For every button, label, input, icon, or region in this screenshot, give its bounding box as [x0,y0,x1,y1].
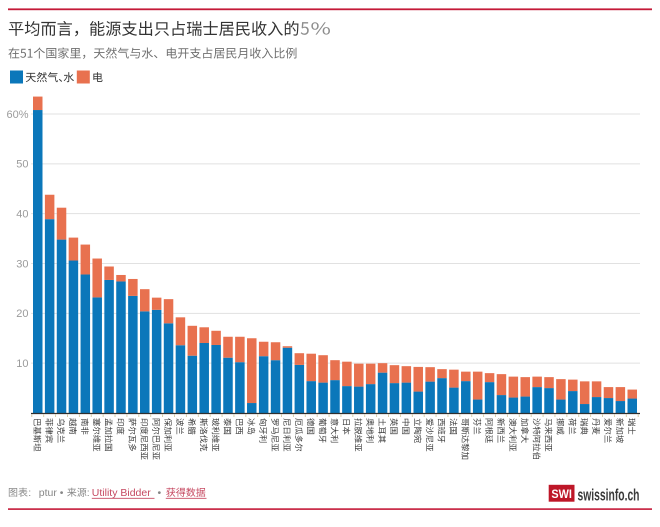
svg-text:•: • [158,487,162,499]
svg-text:30: 30 [16,258,28,270]
svg-text:Utility Bidder: Utility Bidder [92,487,151,499]
svg-text:ptur •: ptur • [39,487,64,499]
svg-text:swissinfo.ch: swissinfo.ch [578,485,640,504]
svg-text:60%: 60% [6,109,28,121]
svg-text::: : [87,487,90,499]
svg-text::: : [28,487,31,499]
svg-text:10: 10 [16,358,28,370]
svg-text:SWI: SWI [551,489,572,501]
svg-text:50: 50 [16,159,28,171]
svg-text:40: 40 [16,208,28,220]
svg-text:20: 20 [16,308,28,320]
